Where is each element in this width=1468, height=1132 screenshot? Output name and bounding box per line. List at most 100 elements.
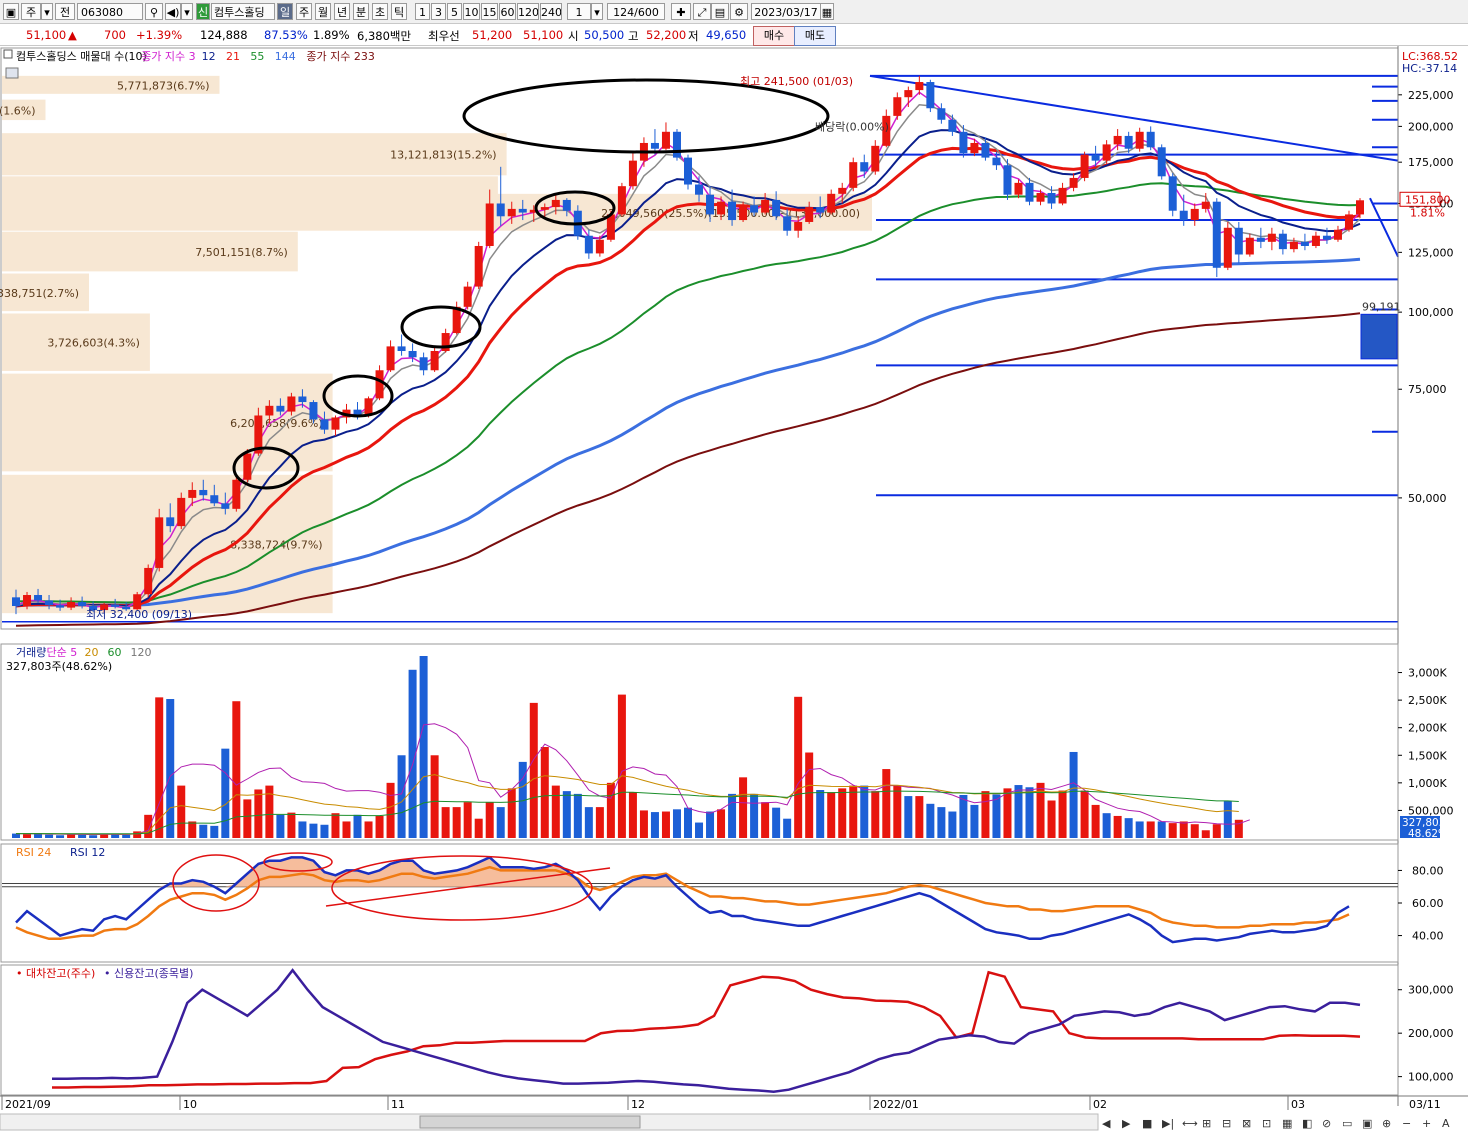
candle [507, 201, 516, 224]
sell-button[interactable]: 매도 [794, 26, 836, 46]
volume-profile-bar [2, 75, 220, 94]
chart-canvas[interactable]: 5,771,873(6.7%) 1,347,711(1.6%) 13,121,813… [0, 46, 1468, 1132]
candle-body [540, 207, 549, 210]
candle-body [970, 142, 979, 154]
interval-button-10[interactable]: 10 [463, 3, 480, 20]
candle-body [1212, 201, 1221, 268]
candle [23, 591, 32, 610]
candle-body [595, 239, 604, 254]
date-tick-label: 2021/09 [5, 1098, 51, 1111]
ask-price: 51,200 [472, 28, 513, 42]
interval-button-1[interactable]: 1 [415, 3, 430, 20]
date-tick-label: 03 [1291, 1098, 1305, 1111]
high-annotation: 최고 241,500 (01/03) [740, 75, 853, 88]
candle [529, 205, 538, 222]
volume-bar [408, 669, 417, 838]
crosshair-icon[interactable]: ✚ [671, 3, 691, 20]
volume-bar [364, 821, 373, 838]
annotation-ellipse [400, 305, 482, 349]
candle-body [1278, 233, 1287, 250]
type-select[interactable]: 주 [21, 3, 41, 20]
candle-body [1201, 201, 1210, 209]
candle-body [1135, 131, 1144, 149]
volume-bar [166, 699, 175, 838]
window-menu-icon[interactable]: ▣ [3, 3, 19, 20]
interval-button-5[interactable]: 5 [447, 3, 462, 20]
best-quote-label: 최우선 [428, 29, 460, 43]
volume-profile-bar [2, 313, 150, 371]
gear-icon[interactable]: ⚙ [730, 3, 748, 20]
candle [1289, 237, 1298, 253]
candle [122, 602, 131, 611]
nav-control-icon: ⊞ [1202, 1117, 1211, 1130]
draw-tool-icon[interactable]: ⤢ [693, 3, 711, 20]
period-tab-3[interactable]: 년 [334, 3, 350, 20]
save-icon[interactable]: ▤ [711, 3, 729, 20]
volume-bar [794, 696, 803, 838]
volume-bar [882, 769, 891, 838]
candle [188, 482, 197, 507]
volume-bar [254, 789, 263, 838]
last-price-box [1399, 191, 1441, 207]
interval-button-120[interactable]: 120 [517, 3, 539, 20]
volume-last-value: 327,803 [1402, 817, 1445, 829]
type-dropdown-icon[interactable]: ▾ [41, 3, 53, 20]
candle [1278, 229, 1287, 255]
interval-button-60[interactable]: 60 [499, 3, 516, 20]
price-change-pct: +1.39% [136, 28, 183, 42]
interval-button-240[interactable]: 240 [540, 3, 562, 20]
period-tab-4[interactable]: 분 [353, 3, 369, 20]
ma144-line [15, 257, 1361, 607]
candle-body [133, 594, 142, 610]
count-input[interactable]: 1 [567, 3, 591, 20]
high-price: 52,200 [646, 28, 687, 42]
candle [1168, 173, 1177, 217]
count-dropdown-icon[interactable]: ▾ [591, 3, 603, 20]
search-icon[interactable]: ⚲ [145, 3, 163, 20]
volume-bar [706, 811, 715, 838]
stock-code-input[interactable]: 063080 [77, 3, 143, 20]
ma233-box [1360, 313, 1398, 360]
period-tab-1[interactable]: 주 [296, 3, 312, 20]
volume-bar [529, 702, 538, 838]
prev-button[interactable]: 전 [55, 3, 75, 20]
volume-bar [265, 785, 274, 838]
period-tab-0[interactable]: 일 [277, 3, 293, 20]
volume-profile-bar [2, 373, 333, 472]
rsi-annotation-ellipse [263, 852, 333, 872]
candle-body [761, 199, 770, 213]
candle-body [34, 595, 43, 601]
volume-bar [871, 791, 880, 838]
date-input[interactable]: 2023/03/17 [751, 3, 821, 20]
volume-bar [430, 755, 439, 838]
candle-body [254, 415, 263, 454]
candle-body [1344, 214, 1353, 230]
period-tab-2[interactable]: 월 [315, 3, 331, 20]
lending-legend-item: • 대차잔고(주수) [16, 967, 95, 980]
volume-ratio: 87.53% [264, 28, 308, 42]
volume-bar [221, 748, 230, 838]
volume-bar [199, 824, 208, 838]
candle-body [364, 398, 373, 416]
period-tab-6[interactable]: 틱 [391, 3, 407, 20]
volume-legend-item: 단순 5 [47, 646, 78, 659]
speaker-icon[interactable]: ◀) [165, 3, 181, 20]
volume-bar [1080, 790, 1089, 838]
volume-bar [1069, 751, 1078, 838]
candle [772, 191, 781, 221]
candle [540, 203, 549, 219]
price-tick-label: 200,000 [1408, 120, 1454, 133]
candle-body [100, 604, 109, 611]
volume-bar [496, 807, 505, 838]
interval-button-15[interactable]: 15 [481, 3, 498, 20]
calendar-icon[interactable]: ▦ [820, 3, 834, 20]
volume-profile-label: 8,338,724(9.7%) [230, 538, 323, 551]
speaker-dropdown-icon[interactable]: ▾ [181, 3, 193, 20]
candle [1311, 231, 1320, 249]
candle [783, 208, 792, 236]
candle [1267, 227, 1276, 251]
candle [1124, 131, 1133, 154]
period-tab-5[interactable]: 초 [372, 3, 388, 20]
interval-button-3[interactable]: 3 [431, 3, 446, 20]
buy-button[interactable]: 매수 [753, 26, 795, 46]
